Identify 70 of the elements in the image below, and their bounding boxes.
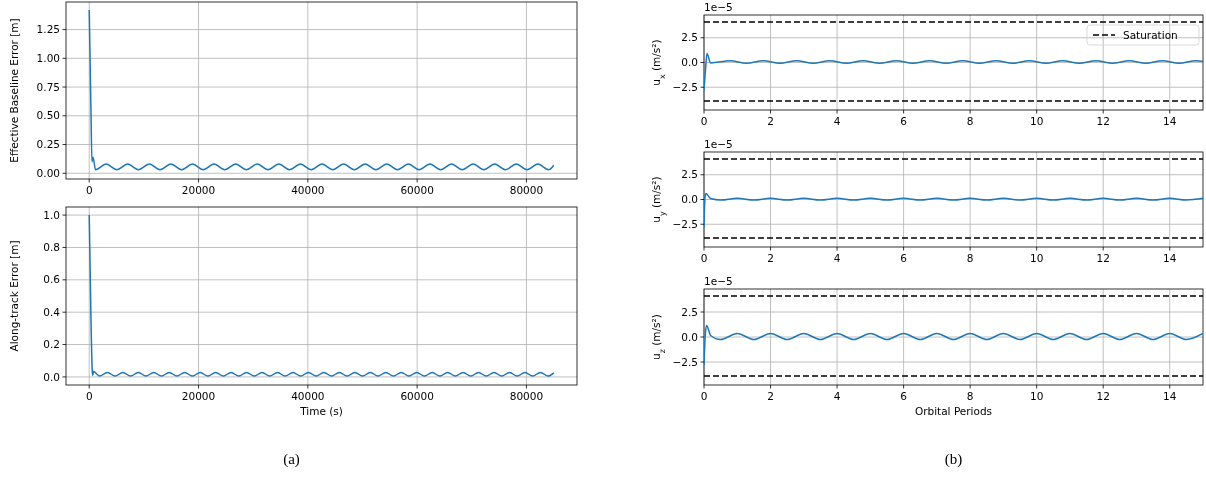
x-tick-label: 0 bbox=[700, 115, 708, 127]
x-tick-label: 60000 bbox=[400, 390, 434, 402]
x-tick-label: 14 bbox=[1163, 390, 1177, 402]
x-tick-label: 60000 bbox=[400, 184, 434, 196]
y-tick-label: 1.25 bbox=[36, 23, 60, 36]
x-tick-label: 6 bbox=[900, 252, 908, 264]
line-series bbox=[88, 9, 555, 171]
line-series bbox=[88, 214, 555, 377]
x-tick-label: 0 bbox=[700, 252, 708, 264]
text: 1e−5 bbox=[704, 138, 733, 150]
legend-label: Saturation bbox=[1123, 28, 1178, 41]
y-tick-label: 0.4 bbox=[43, 305, 61, 318]
y-tick-label: 2.5 bbox=[681, 305, 698, 318]
x-tick-label: 0 bbox=[700, 390, 708, 402]
line-series bbox=[704, 192, 1203, 228]
x-tick-label: 4 bbox=[833, 252, 841, 264]
x-tick-label: 12 bbox=[1096, 115, 1110, 127]
text: 1e−5 bbox=[704, 275, 733, 287]
line-series bbox=[704, 324, 1203, 366]
x-tick-label: 2 bbox=[767, 115, 774, 127]
y-tick-label: 0.75 bbox=[36, 80, 60, 93]
y-tick-label: 0.8 bbox=[43, 241, 60, 254]
x-tick-label: 10 bbox=[1029, 252, 1044, 264]
text: 1e−5 bbox=[704, 1, 733, 13]
x-tick-label: 14 bbox=[1163, 115, 1177, 127]
x-tick-label: 2 bbox=[767, 252, 774, 264]
x-tick-label: 4 bbox=[833, 390, 841, 402]
x-tick-label: 8 bbox=[966, 252, 974, 264]
x-tick-label: 0 bbox=[85, 390, 93, 402]
x-tick-label: 10 bbox=[1029, 115, 1044, 127]
x-tick-label: 8 bbox=[966, 115, 974, 127]
x-tick-label: 6 bbox=[900, 115, 908, 127]
x-tick-label: 12 bbox=[1096, 252, 1110, 264]
x-tick-label: 6 bbox=[900, 390, 908, 402]
y-tick-label: 0.25 bbox=[36, 138, 60, 151]
y-tick-label: 1.00 bbox=[36, 51, 60, 64]
x-tick-label: 14 bbox=[1163, 252, 1177, 264]
x-tick-label: 20000 bbox=[181, 184, 216, 196]
y-tick-label: 0.0 bbox=[681, 193, 698, 206]
x-tick-label: 20000 bbox=[181, 390, 216, 402]
y-axis-title: Along-track Error [m] bbox=[8, 240, 20, 352]
x-tick-label: 4 bbox=[833, 115, 841, 127]
y-tick-label: 0.2 bbox=[43, 338, 60, 351]
x-tick-label: 2 bbox=[767, 390, 774, 402]
line-series bbox=[704, 52, 1203, 91]
y-tick-label: 0.00 bbox=[36, 166, 60, 179]
y-tick-label: 0.0 bbox=[681, 330, 698, 343]
y-tick-label: 2.5 bbox=[681, 31, 698, 44]
y-tick-label: 0.0 bbox=[43, 370, 60, 383]
x-tick-label: 40000 bbox=[291, 184, 325, 196]
text: (b) bbox=[944, 451, 963, 468]
x-tick-label: 10 bbox=[1029, 390, 1044, 402]
x-axis-title: Time (s) bbox=[299, 405, 343, 417]
x-tick-label: 12 bbox=[1096, 390, 1110, 402]
y-axis-title: Effective Baseline Error [m] bbox=[8, 18, 20, 163]
x-tick-label: 80000 bbox=[509, 184, 544, 196]
x-tick-label: 80000 bbox=[509, 390, 544, 402]
x-tick-label: 40000 bbox=[291, 390, 325, 402]
y-tick-label: −2.5 bbox=[672, 355, 698, 368]
x-axis-title: Orbital Periods bbox=[914, 405, 993, 417]
y-tick-label: 1.0 bbox=[43, 208, 60, 221]
x-tick-label: 0 bbox=[85, 184, 93, 196]
y-tick-label: 0.6 bbox=[43, 273, 61, 286]
x-tick-label: 8 bbox=[966, 390, 974, 402]
y-tick-label: −2.5 bbox=[672, 80, 698, 93]
y-tick-label: 0.50 bbox=[36, 109, 60, 122]
y-tick-label: 0.0 bbox=[681, 56, 698, 69]
y-tick-label: −2.5 bbox=[672, 217, 698, 230]
text: (a) bbox=[283, 451, 300, 468]
y-tick-label: 2.5 bbox=[681, 168, 698, 181]
